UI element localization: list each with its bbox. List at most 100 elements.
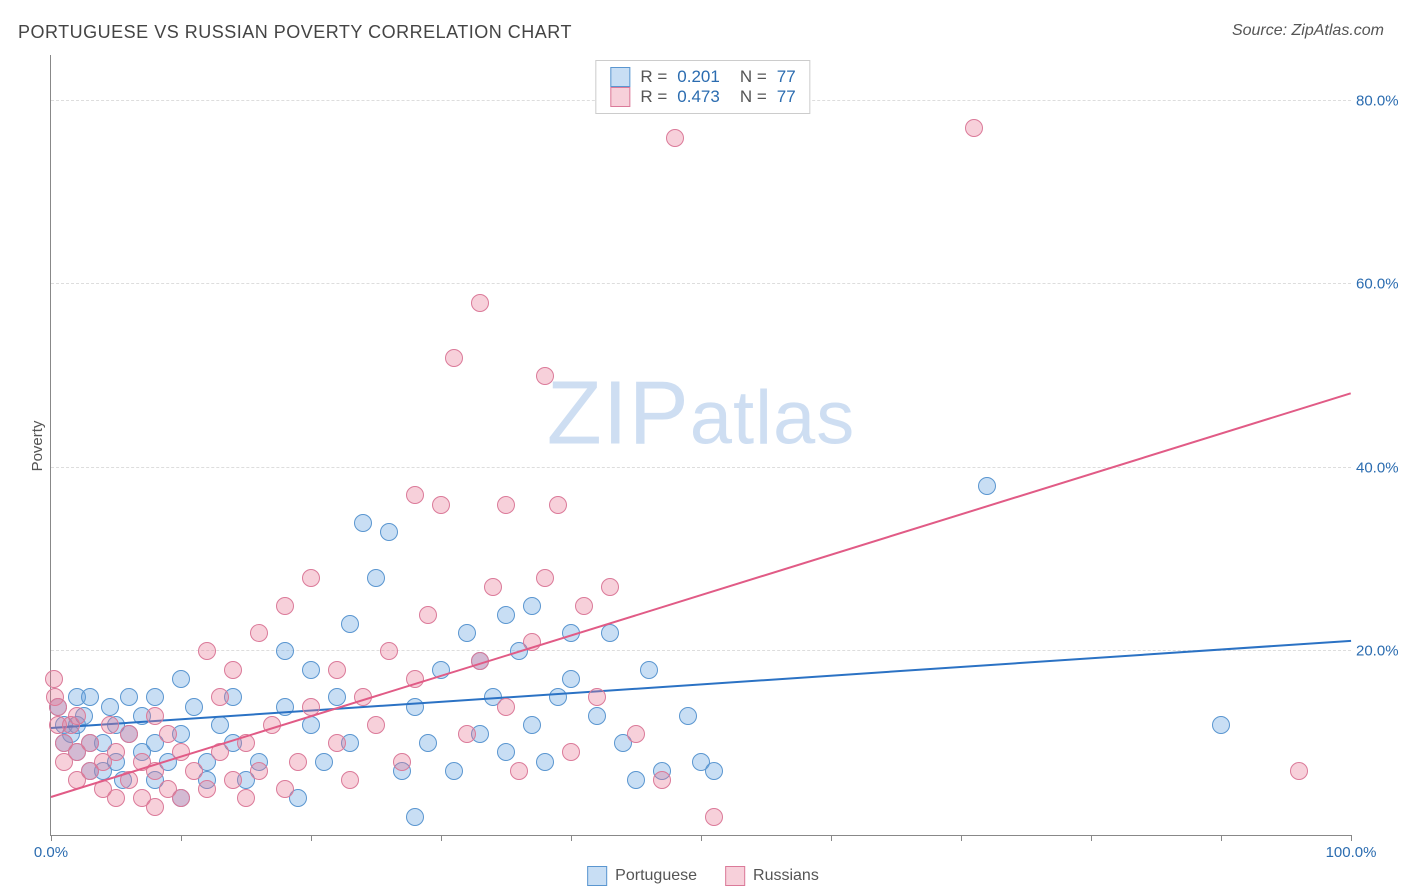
x-tick bbox=[961, 835, 962, 841]
data-point bbox=[562, 743, 580, 761]
x-tick bbox=[831, 835, 832, 841]
data-point bbox=[497, 698, 515, 716]
n-value: 77 bbox=[777, 87, 796, 107]
gridline bbox=[51, 283, 1351, 284]
data-point bbox=[211, 688, 229, 706]
gridline bbox=[51, 467, 1351, 468]
x-tick bbox=[441, 835, 442, 841]
x-tick bbox=[181, 835, 182, 841]
data-point bbox=[588, 688, 606, 706]
data-point bbox=[198, 780, 216, 798]
data-point bbox=[146, 798, 164, 816]
data-point bbox=[679, 707, 697, 725]
r-value: 0.473 bbox=[677, 87, 720, 107]
data-point bbox=[406, 486, 424, 504]
data-point bbox=[341, 615, 359, 633]
data-point bbox=[510, 762, 528, 780]
data-point bbox=[380, 523, 398, 541]
r-value: 0.201 bbox=[677, 67, 720, 87]
watermark: ZIPatlas bbox=[547, 362, 856, 465]
x-tick-label: 0.0% bbox=[34, 844, 68, 861]
data-point bbox=[497, 743, 515, 761]
r-label: R = bbox=[640, 87, 667, 107]
data-point bbox=[101, 716, 119, 734]
r-label: R = bbox=[640, 67, 667, 87]
data-point bbox=[406, 808, 424, 826]
data-point bbox=[289, 753, 307, 771]
data-point bbox=[705, 808, 723, 826]
n-label: N = bbox=[740, 67, 767, 87]
y-axis-label: Poverty bbox=[29, 421, 46, 472]
x-tick bbox=[51, 835, 52, 841]
data-point bbox=[367, 716, 385, 734]
y-tick-label: 40.0% bbox=[1356, 459, 1406, 476]
data-point bbox=[536, 753, 554, 771]
data-point bbox=[978, 477, 996, 495]
y-tick-label: 20.0% bbox=[1356, 643, 1406, 660]
legend-swatch bbox=[725, 866, 745, 886]
data-point bbox=[1212, 716, 1230, 734]
data-point bbox=[484, 578, 502, 596]
data-point bbox=[276, 597, 294, 615]
data-point bbox=[627, 771, 645, 789]
correlation-legend: R =0.201N =77R =0.473N =77 bbox=[595, 60, 810, 114]
data-point bbox=[536, 569, 554, 587]
data-point bbox=[302, 661, 320, 679]
data-point bbox=[276, 642, 294, 660]
legend-item: Portuguese bbox=[587, 866, 697, 886]
data-point bbox=[198, 642, 216, 660]
data-point bbox=[120, 725, 138, 743]
data-point bbox=[185, 698, 203, 716]
n-value: 77 bbox=[777, 67, 796, 87]
data-point bbox=[653, 771, 671, 789]
data-point bbox=[1290, 762, 1308, 780]
data-point bbox=[68, 707, 86, 725]
data-point bbox=[549, 496, 567, 514]
data-point bbox=[45, 670, 63, 688]
data-point bbox=[341, 771, 359, 789]
data-point bbox=[250, 762, 268, 780]
data-point bbox=[172, 789, 190, 807]
data-point bbox=[458, 725, 476, 743]
trend-line bbox=[51, 640, 1351, 729]
x-tick-label: 100.0% bbox=[1326, 844, 1377, 861]
x-tick bbox=[1221, 835, 1222, 841]
data-point bbox=[549, 688, 567, 706]
data-point bbox=[315, 753, 333, 771]
series-legend: PortugueseRussians bbox=[587, 866, 819, 886]
data-point bbox=[146, 688, 164, 706]
data-point bbox=[965, 119, 983, 137]
data-point bbox=[354, 514, 372, 532]
data-point bbox=[380, 642, 398, 660]
data-point bbox=[536, 367, 554, 385]
x-tick bbox=[701, 835, 702, 841]
data-point bbox=[146, 707, 164, 725]
data-point bbox=[666, 129, 684, 147]
data-point bbox=[601, 624, 619, 642]
data-point bbox=[419, 606, 437, 624]
data-point bbox=[120, 688, 138, 706]
x-tick bbox=[1091, 835, 1092, 841]
data-point bbox=[302, 569, 320, 587]
data-point bbox=[211, 716, 229, 734]
data-point bbox=[445, 762, 463, 780]
data-point bbox=[250, 624, 268, 642]
x-tick bbox=[1351, 835, 1352, 841]
data-point bbox=[627, 725, 645, 743]
gridline bbox=[51, 650, 1351, 651]
data-point bbox=[185, 762, 203, 780]
legend-swatch bbox=[610, 67, 630, 87]
data-point bbox=[81, 688, 99, 706]
data-point bbox=[49, 698, 67, 716]
legend-label: Portuguese bbox=[615, 867, 697, 885]
data-point bbox=[328, 734, 346, 752]
data-point bbox=[406, 698, 424, 716]
data-point bbox=[497, 606, 515, 624]
data-point bbox=[601, 578, 619, 596]
plot-area: ZIPatlas 20.0%40.0%60.0%80.0%0.0%100.0% bbox=[50, 55, 1351, 836]
data-point bbox=[523, 597, 541, 615]
data-point bbox=[328, 661, 346, 679]
source-attribution: Source: ZipAtlas.com bbox=[1232, 22, 1384, 40]
data-point bbox=[562, 670, 580, 688]
data-point bbox=[159, 725, 177, 743]
